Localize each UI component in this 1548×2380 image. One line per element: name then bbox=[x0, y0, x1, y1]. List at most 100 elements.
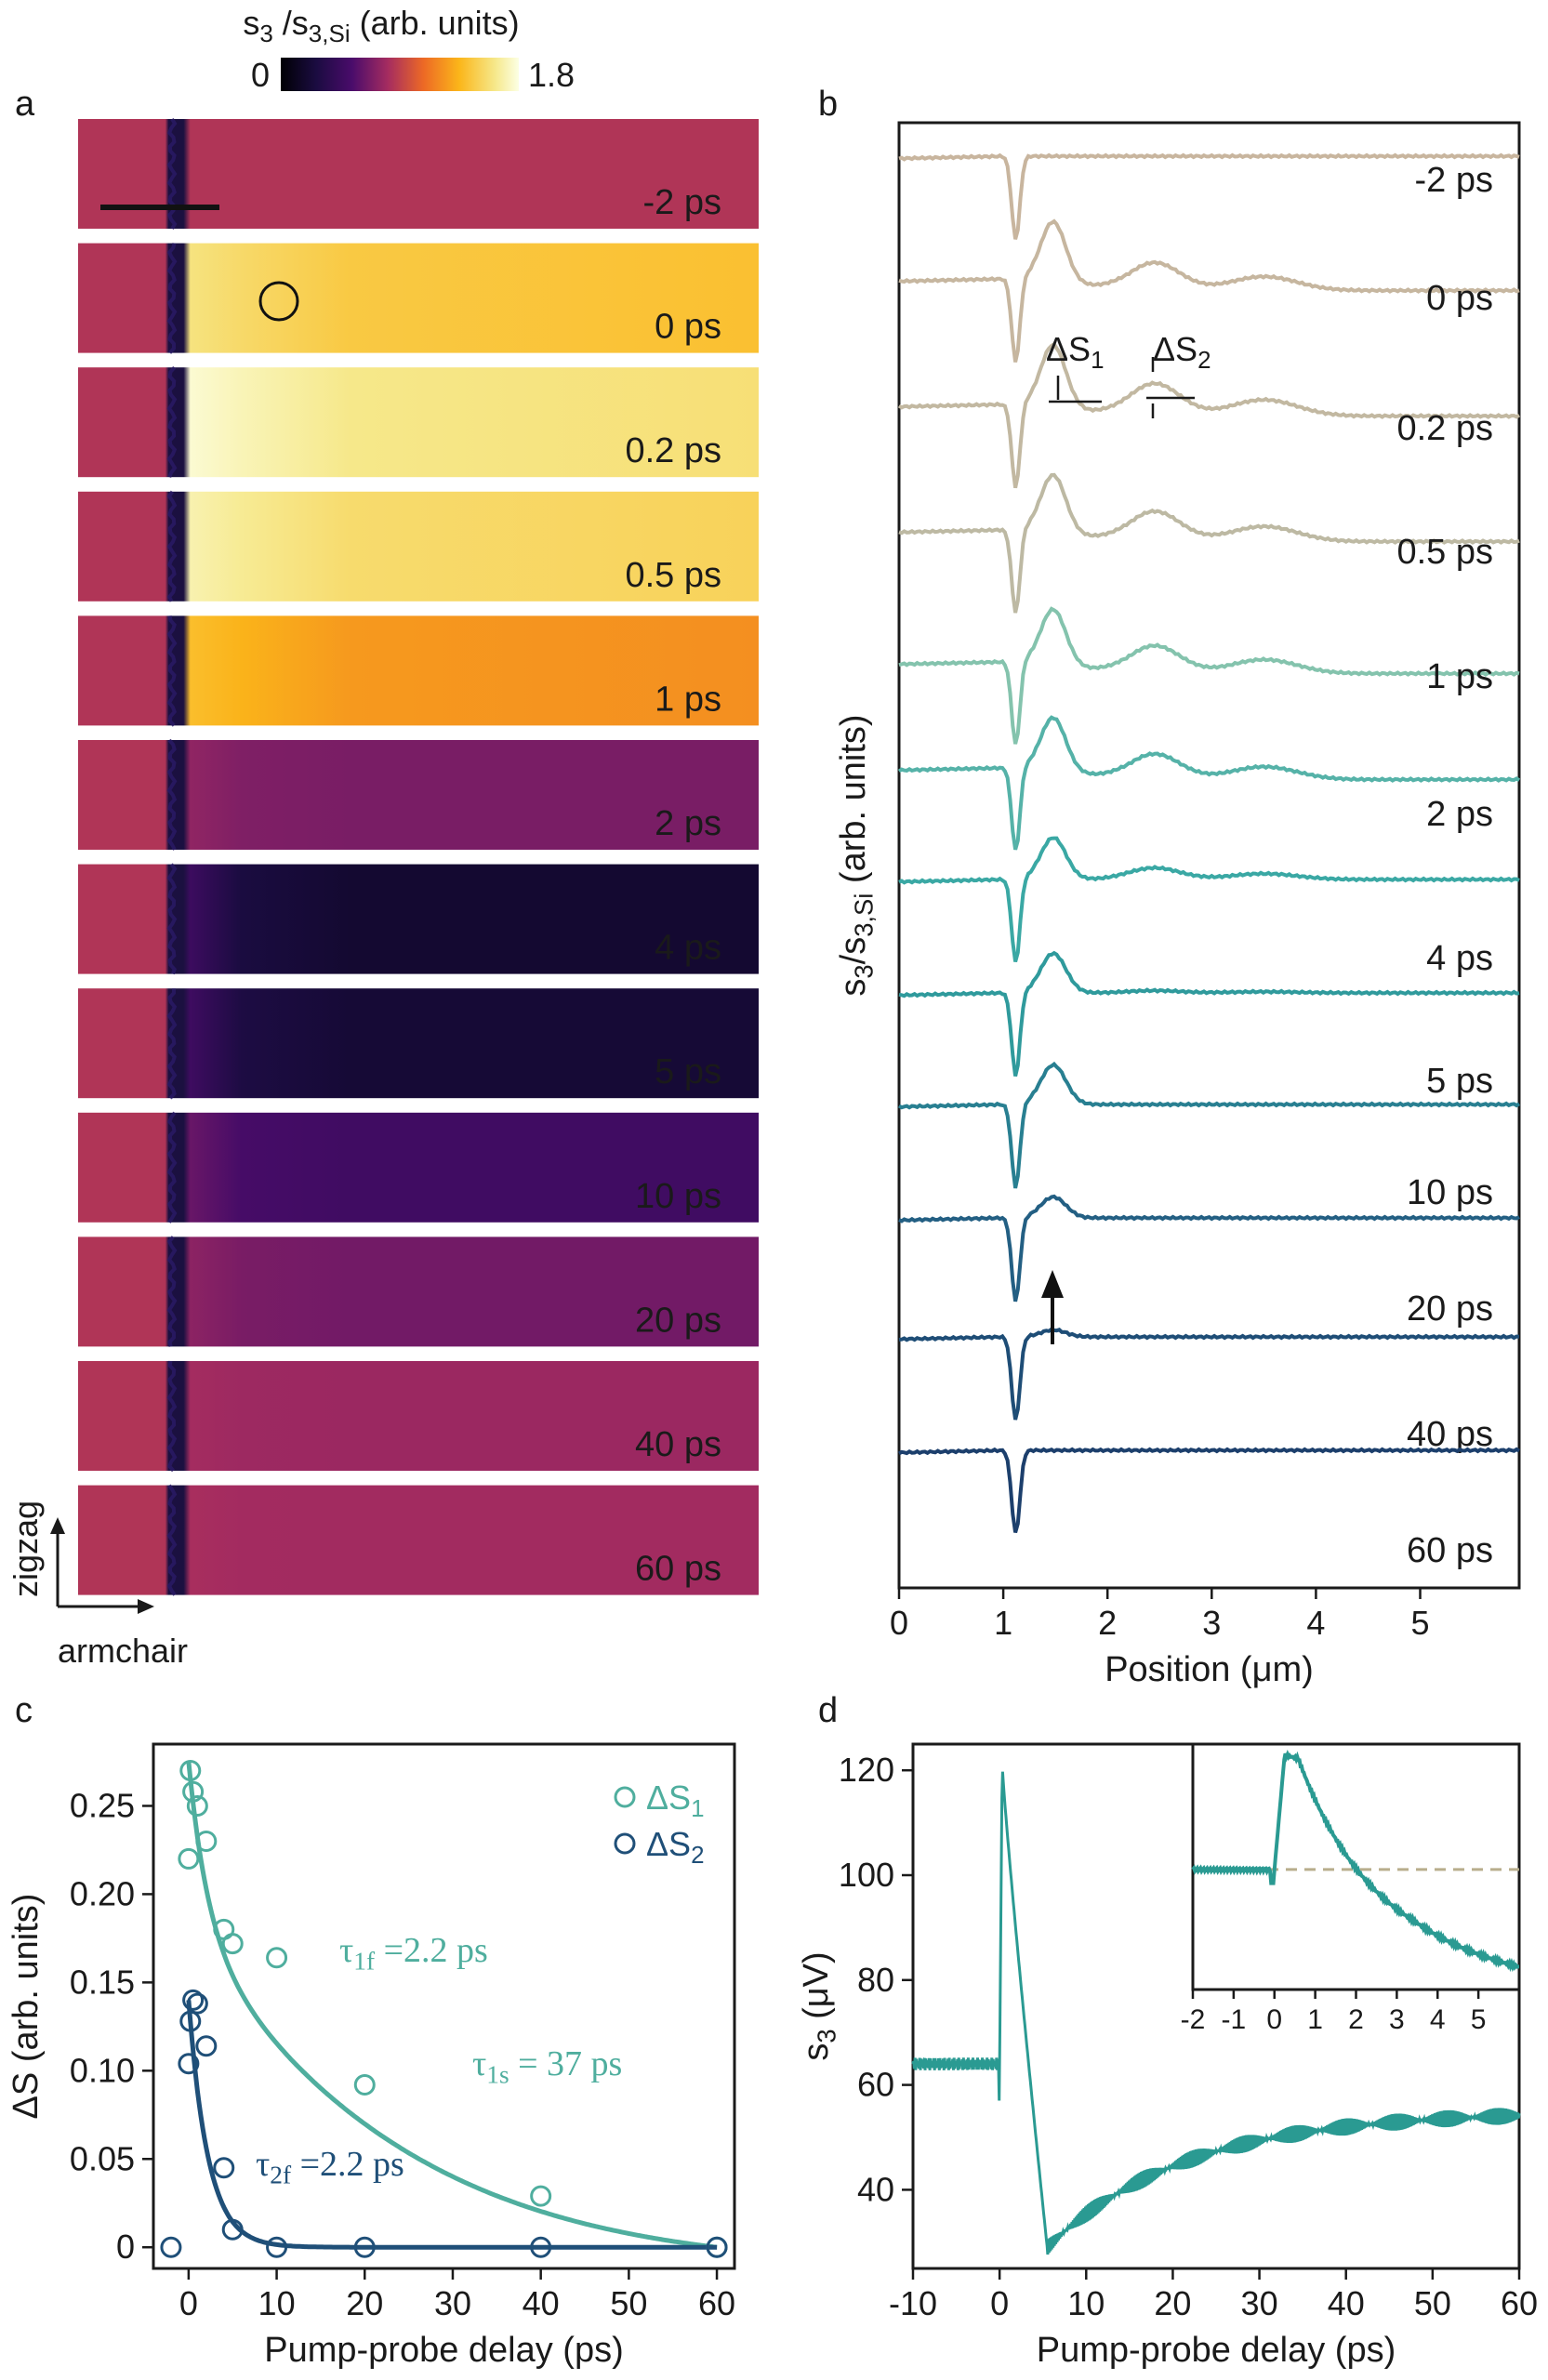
image-strip: 60 ps bbox=[78, 1484, 759, 1596]
strip-delay-label: 40 ps bbox=[635, 1425, 721, 1464]
inset-x-tick-label: 1 bbox=[1307, 2004, 1323, 2035]
x-axis-title: Position (μm) bbox=[1105, 1650, 1314, 1689]
inset-x-tick-label: -2 bbox=[1181, 2004, 1206, 2035]
legend-marker-ds1 bbox=[614, 1786, 636, 1808]
x-tick-label: 5 bbox=[1410, 1604, 1429, 1642]
y-axis-title: s3 (μV) bbox=[797, 1951, 840, 2060]
x-tick-label: 30 bbox=[1241, 2284, 1278, 2322]
ds2-point bbox=[213, 2157, 235, 2179]
inset-x-tick-label: 3 bbox=[1389, 2004, 1405, 2035]
ds1-point bbox=[195, 1830, 218, 1852]
inset: -2 -1 0 1 2 3 4 5 bbox=[1181, 1742, 1521, 2035]
inset-x-tick-label: -1 bbox=[1222, 2004, 1247, 2035]
strip-delay-label: 10 ps bbox=[635, 1177, 721, 1216]
image-strip: 40 ps bbox=[78, 1360, 759, 1473]
panel-a-axes-indicator: zigzag armchair bbox=[7, 1501, 188, 1670]
inset-x-tick-label: 0 bbox=[1266, 2004, 1282, 2035]
delta-s1-label: ΔS1 bbox=[1046, 330, 1104, 374]
edge-line bbox=[166, 243, 178, 354]
ds2-point bbox=[182, 1989, 205, 2011]
profile-line-series bbox=[898, 950, 1520, 1077]
edge-line bbox=[166, 738, 178, 851]
edge-line bbox=[166, 365, 178, 478]
y-tick-label: 0 bbox=[116, 2228, 135, 2266]
image-strip: 20 ps bbox=[78, 1236, 759, 1347]
profile-delay-label: 10 ps bbox=[1407, 1173, 1493, 1212]
y-tick-label: 80 bbox=[857, 1961, 894, 1999]
delta-s-annotations: ΔS1 ΔS2 bbox=[1046, 330, 1211, 418]
y-axis-title: s3/s3,Si (arb. units) bbox=[834, 714, 878, 996]
strip-map bbox=[78, 864, 759, 974]
profile-delay-label: 0.2 ps bbox=[1396, 409, 1493, 448]
zigzag-label: zigzag bbox=[7, 1501, 45, 1597]
image-strip: 0.2 ps bbox=[78, 365, 759, 478]
image-strip: 4 ps bbox=[78, 863, 759, 975]
ds1-point bbox=[530, 2185, 552, 2207]
x-tick-label: 50 bbox=[610, 2284, 647, 2322]
profile-line-series bbox=[898, 152, 1520, 240]
ds1-point bbox=[186, 1794, 208, 1817]
inset-trace bbox=[1191, 1749, 1519, 1973]
image-strip: -2 ps bbox=[78, 117, 759, 231]
edge-line bbox=[166, 490, 178, 602]
ds2-point bbox=[353, 2236, 376, 2258]
ds1-point bbox=[179, 1759, 202, 1781]
colorbar-min-label: 0 bbox=[251, 56, 270, 94]
strip-delay-label: 20 ps bbox=[635, 1301, 721, 1340]
profile-line-series bbox=[897, 1061, 1521, 1189]
strip-delay-label: 0.2 ps bbox=[625, 431, 721, 470]
ds2-point bbox=[195, 2035, 218, 2057]
fit-note-tau2f: τ2f =2.2 ps bbox=[256, 2145, 404, 2188]
armchair-label: armchair bbox=[58, 1632, 188, 1670]
image-strip: 2 ps bbox=[78, 738, 759, 851]
strip-map bbox=[78, 988, 759, 1099]
edge-line bbox=[166, 1484, 178, 1596]
y-tick-label: 0.25 bbox=[70, 1786, 135, 1824]
image-strip: 1 ps bbox=[78, 615, 759, 727]
legend-label-ds2: ΔS2 bbox=[646, 1825, 704, 1869]
profile-line-series bbox=[898, 472, 1520, 614]
x-tick-label: 40 bbox=[523, 2284, 560, 2322]
x-tick-label: 10 bbox=[258, 2284, 296, 2322]
x-tick-label: 50 bbox=[1414, 2284, 1451, 2322]
strip-map bbox=[78, 243, 759, 353]
image-strip: 5 ps bbox=[78, 988, 759, 1100]
legend-label-ds1: ΔS1 bbox=[646, 1778, 704, 1822]
delta-s2-label: ΔS2 bbox=[1153, 330, 1211, 374]
profile-line-series bbox=[898, 606, 1520, 745]
colorbar-title: s3 /s3,Si (arb. units) bbox=[243, 4, 519, 47]
profile-delay-label: 2 ps bbox=[1426, 795, 1493, 834]
profile-line-series bbox=[898, 218, 1520, 363]
ds2-point bbox=[186, 1992, 208, 2015]
inset-x-tick-label: 2 bbox=[1348, 2004, 1364, 2035]
edge-line bbox=[166, 615, 178, 727]
inset-x-tick-label: 4 bbox=[1430, 2004, 1446, 2035]
strip-delay-label: 60 ps bbox=[635, 1550, 721, 1589]
strip-delay-label: 4 ps bbox=[655, 929, 721, 968]
image-strip: 0 ps bbox=[78, 243, 759, 354]
profile-line-series bbox=[897, 341, 1521, 489]
x-tick-label: 3 bbox=[1202, 1604, 1221, 1642]
profile-line-series bbox=[898, 836, 1520, 963]
strip-map bbox=[78, 1485, 759, 1595]
profile-line-series bbox=[898, 1327, 1520, 1421]
strip-map bbox=[78, 740, 759, 850]
ds2-point bbox=[706, 2236, 728, 2258]
x-tick-label: 2 bbox=[1098, 1604, 1117, 1642]
profile-delay-label: 4 ps bbox=[1426, 939, 1493, 978]
y-tick-label: 0.15 bbox=[70, 1963, 135, 2001]
strip-map bbox=[78, 367, 759, 478]
fit-curve-ds1 bbox=[186, 1761, 718, 2250]
x-tick-label: 10 bbox=[1067, 2284, 1105, 2322]
strip-delay-label: 1 ps bbox=[655, 680, 721, 719]
panel-c-decay-scatter: 0 10 20 30 40 50 60 0 0.05 0.10 0.15 0.20 0.25 Pump-p… bbox=[7, 1742, 736, 2370]
panel-c-frame bbox=[152, 1742, 736, 2270]
x-tick-label: 1 bbox=[994, 1604, 1012, 1642]
y-tick-label: 40 bbox=[857, 2170, 894, 2208]
panel-b-frame bbox=[897, 121, 1521, 1590]
ds1-point bbox=[178, 1847, 200, 1870]
panel-label-d: d bbox=[818, 1691, 838, 1730]
y-axis-title: ΔS (arb. units) bbox=[7, 1894, 46, 2120]
image-strip: 0.5 ps bbox=[78, 490, 759, 602]
